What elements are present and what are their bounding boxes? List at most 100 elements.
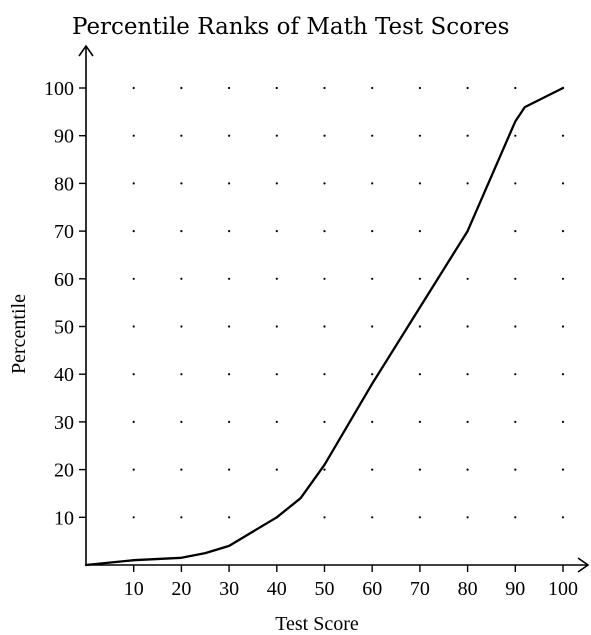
grid-dot (276, 469, 278, 471)
grid-dot (228, 516, 230, 518)
grid-dot (562, 373, 564, 375)
grid-dot (228, 135, 230, 137)
grid-dot (371, 325, 373, 327)
grid-dot (228, 421, 230, 423)
grid-dot (514, 469, 516, 471)
x-tick-label: 80 (458, 578, 478, 600)
grid-dot (562, 516, 564, 518)
grid-dot (323, 230, 325, 232)
grid-dot (276, 373, 278, 375)
grid-dot (323, 421, 325, 423)
grid-dot (467, 135, 469, 137)
grid-dot (419, 135, 421, 137)
grid-dot (514, 421, 516, 423)
grid-dot (562, 278, 564, 280)
grid-dot (467, 469, 469, 471)
grid-dot (371, 87, 373, 89)
grid-dot (276, 325, 278, 327)
grid-dot (467, 182, 469, 184)
grid-dot (133, 469, 135, 471)
x-tick-label: 90 (505, 578, 525, 600)
grid-dot (467, 373, 469, 375)
grid-dot (228, 278, 230, 280)
grid-dot (323, 182, 325, 184)
grid-dot (514, 278, 516, 280)
grid-dot (323, 87, 325, 89)
grid-dot (276, 421, 278, 423)
grid-dot (514, 135, 516, 137)
x-tick-label: 70 (410, 578, 430, 600)
x-axis-label: Test Score (275, 613, 359, 635)
grid-dot (562, 469, 564, 471)
grid-dot (419, 325, 421, 327)
grid-dot (228, 230, 230, 232)
grid-dot (180, 421, 182, 423)
grid-dot (276, 230, 278, 232)
grid-dot (467, 278, 469, 280)
grid-dot (562, 182, 564, 184)
grid-dot (419, 230, 421, 232)
grid-dot (467, 516, 469, 518)
grid-dot (180, 278, 182, 280)
x-tick-label: 30 (219, 578, 239, 600)
ticks: 10 20 30 40 50 60 70 80 90 100 10 20 30 40 50 60 70 80 90 1… (44, 78, 578, 600)
grid-dot (514, 87, 516, 89)
grid-dot (467, 87, 469, 89)
grid-dot (180, 373, 182, 375)
y-tick-label: 100 (44, 78, 74, 100)
grid-dot (180, 135, 182, 137)
grid-dot (419, 278, 421, 280)
grid-dot (228, 325, 230, 327)
grid-dot (467, 325, 469, 327)
grid-dot (228, 87, 230, 89)
y-axis-label: Percentile (8, 294, 30, 374)
y-tick-label: 50 (54, 317, 74, 339)
grid-dot (228, 373, 230, 375)
grid-dot (419, 516, 421, 518)
axes (79, 46, 588, 572)
grid-dot (371, 469, 373, 471)
grid-dot (323, 135, 325, 137)
x-tick-label: 60 (362, 578, 382, 600)
grid-dot (419, 182, 421, 184)
grid-dot (514, 230, 516, 232)
x-tick-label: 40 (267, 578, 287, 600)
grid-dot (228, 469, 230, 471)
grid-dot (562, 421, 564, 423)
grid-dot (276, 87, 278, 89)
x-tick-label: 20 (171, 578, 191, 600)
grid-dot (180, 325, 182, 327)
grid-dot (371, 182, 373, 184)
grid-dot (514, 516, 516, 518)
y-tick-label: 30 (54, 412, 74, 434)
grid-dot (180, 87, 182, 89)
grid-dot (323, 325, 325, 327)
y-tick-label: 20 (54, 460, 74, 482)
y-tick-label: 90 (54, 126, 74, 148)
grid-dot (180, 516, 182, 518)
grid-dot (133, 421, 135, 423)
grid-dot (276, 182, 278, 184)
y-tick-label: 60 (54, 269, 74, 291)
grid-dot (323, 278, 325, 280)
grid-dot (562, 230, 564, 232)
grid-dot (467, 421, 469, 423)
grid-dot (371, 278, 373, 280)
grid-dot (562, 135, 564, 137)
grid-dot (180, 469, 182, 471)
y-tick-label: 40 (54, 364, 74, 386)
grid-dot (419, 421, 421, 423)
grid-dot (228, 182, 230, 184)
grid-dot (133, 373, 135, 375)
grid-dot (371, 516, 373, 518)
grid-dot (180, 230, 182, 232)
grid-dot (514, 325, 516, 327)
x-tick-label: 10 (124, 578, 144, 600)
x-tick-label: 100 (548, 578, 578, 600)
y-tick-label: 70 (54, 221, 74, 243)
grid-dot (514, 373, 516, 375)
grid-dot (371, 135, 373, 137)
grid (133, 87, 565, 519)
grid-dot (180, 182, 182, 184)
